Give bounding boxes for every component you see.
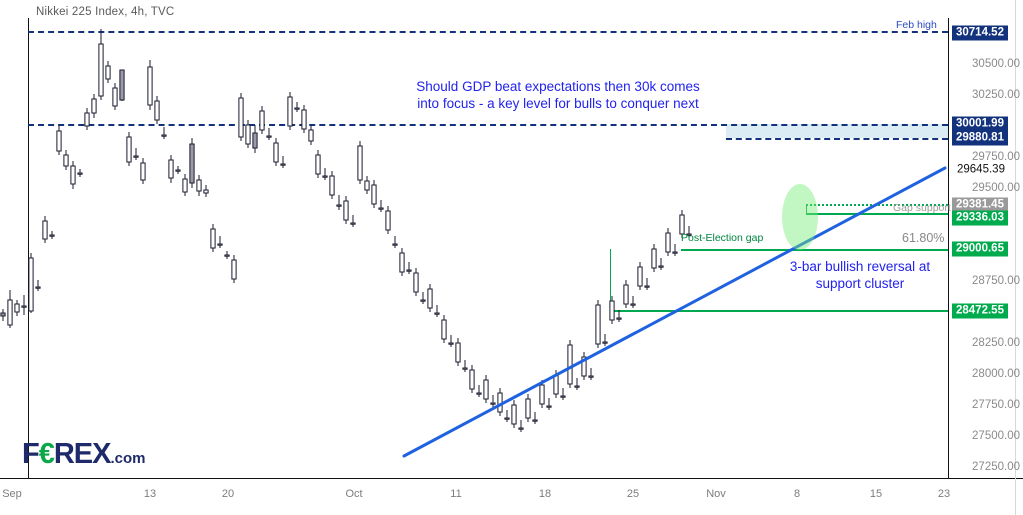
time-axis-line xyxy=(0,478,1023,479)
price-label-29880: 29880.81 xyxy=(952,130,1008,146)
price-label-30001: 30001.99 xyxy=(952,116,1008,132)
logo-text-part2: REX xyxy=(53,438,112,470)
time-tick: 15 xyxy=(869,488,883,500)
price-label-gap-support: 29381.45 xyxy=(952,197,1008,213)
forex-com-logo: F€REX.com xyxy=(22,438,146,471)
price-tick: 30250.00 xyxy=(972,89,1020,101)
euro-icon: € xyxy=(38,438,55,470)
reversal-annotation: 3-bar bullish reversal at support cluste… xyxy=(770,258,950,292)
time-tick: 18 xyxy=(538,488,552,500)
time-tick: 25 xyxy=(626,488,640,500)
price-label-29336: 29336.03 xyxy=(952,210,1008,226)
level-feb-high xyxy=(28,31,948,33)
logo-text-suffix: .com xyxy=(110,450,146,467)
reversal-highlight-ellipse xyxy=(782,184,818,250)
time-tick: 20 xyxy=(221,488,235,500)
fib-tag: 61.80% xyxy=(902,231,945,245)
price-axis-line xyxy=(948,18,949,478)
level-29880 xyxy=(726,138,948,140)
panel-right-border xyxy=(1015,0,1016,515)
time-tick: 11 xyxy=(450,488,462,500)
price-tick: 28000.00 xyxy=(972,368,1020,380)
time-tick: 23 xyxy=(937,488,951,500)
price-tick: 28250.00 xyxy=(972,337,1020,349)
time-tick: Sep xyxy=(2,488,22,500)
time-axis: Sep 13 20 Oct 11 18 25 Nov 8 15 23 xyxy=(0,479,1023,515)
time-tick: 8 xyxy=(793,488,801,500)
price-tick: 27750.00 xyxy=(972,399,1020,411)
price-tick: 30500.00 xyxy=(972,58,1020,70)
gdp-annotation-line2: into focus - a key level for bulls to co… xyxy=(417,96,699,111)
price-label-28472: 28472.55 xyxy=(952,303,1008,319)
price-tick: 29500.00 xyxy=(972,182,1020,194)
price-tick: 27500.00 xyxy=(972,430,1020,442)
supply-zone-shading xyxy=(726,124,948,138)
time-tick: Nov xyxy=(706,488,726,500)
price-label-feb-high: 30714.52 xyxy=(952,25,1008,41)
price-label-last: 29645.39 xyxy=(957,163,1005,176)
level-30001 xyxy=(28,124,948,126)
reversal-annotation-line1: 3-bar bullish reversal at xyxy=(789,259,931,274)
gdp-annotation: Should GDP beat expectations then 30k co… xyxy=(378,78,738,112)
gdp-annotation-line1: Should GDP beat expectations then 30k co… xyxy=(416,79,700,94)
time-tick: 13 xyxy=(143,488,157,500)
chart-title: Nikkei 225 Index, 4h, TVC xyxy=(36,6,175,18)
price-tick: 29750.00 xyxy=(972,151,1020,163)
post-election-gap-tag: Post-Election gap xyxy=(681,232,764,244)
reversal-annotation-line2: support cluster xyxy=(815,276,905,291)
price-axis: 30500.00 30250.00 29750.00 29500.00 2875… xyxy=(950,0,1023,478)
price-tick: 27250.00 xyxy=(972,461,1020,473)
time-tick: Oct xyxy=(345,488,363,500)
price-label-29000: 29000.65 xyxy=(952,241,1008,257)
gap-support-tag: Gap support xyxy=(893,202,951,214)
logo-text-part1: F xyxy=(22,438,40,470)
price-tick: 28750.00 xyxy=(972,275,1020,287)
feb-high-tag: Feb high xyxy=(896,19,937,31)
